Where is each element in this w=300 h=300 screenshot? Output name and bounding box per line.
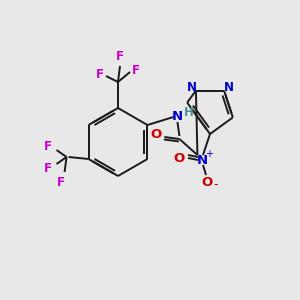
Text: -: - — [214, 178, 218, 191]
Text: F: F — [96, 68, 104, 80]
Text: F: F — [44, 140, 52, 152]
Text: F: F — [116, 50, 124, 64]
Text: F: F — [57, 176, 64, 188]
Text: O: O — [173, 152, 184, 164]
Text: O: O — [201, 176, 213, 188]
Text: N: N — [172, 110, 183, 124]
Text: N: N — [187, 81, 197, 94]
Text: N: N — [196, 154, 208, 166]
Text: F: F — [44, 161, 52, 175]
Text: H: H — [184, 106, 194, 118]
Text: F: F — [132, 64, 140, 76]
Text: N: N — [224, 81, 234, 94]
Text: +: + — [205, 149, 213, 159]
Text: O: O — [151, 128, 162, 142]
